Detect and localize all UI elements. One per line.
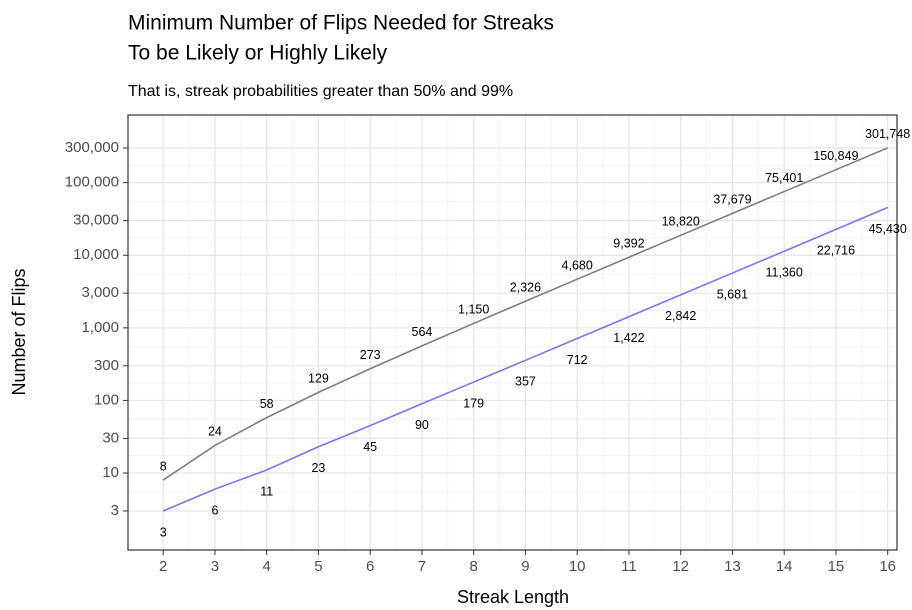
data-label: 9,392 <box>613 237 644 251</box>
plot-background <box>128 115 897 550</box>
data-label: 75,401 <box>765 171 803 185</box>
data-label: 5,681 <box>717 287 748 301</box>
y-axis-label: Number of Flips <box>9 268 29 395</box>
data-label: 1,422 <box>613 331 644 345</box>
data-label: 179 <box>463 396 484 410</box>
data-label: 18,820 <box>662 215 700 229</box>
data-label: 4,680 <box>562 258 593 272</box>
data-label: 2,842 <box>665 309 696 323</box>
y-tick-label: 10 <box>102 464 119 481</box>
x-tick-label: 14 <box>776 558 793 575</box>
data-label: 3 <box>160 525 167 539</box>
chart-title: Minimum Number of Flips Needed for Strea… <box>128 12 554 35</box>
x-tick-label: 6 <box>366 558 374 575</box>
x-tick-label: 10 <box>569 558 586 575</box>
x-tick-label: 11 <box>621 558 637 575</box>
data-label: 37,679 <box>713 193 751 207</box>
line <box>162 147 888 481</box>
x-tick-label: 7 <box>418 558 426 575</box>
data-label: 90 <box>415 418 429 432</box>
x-tick-label: 2 <box>159 558 167 575</box>
data-label: 23 <box>311 461 325 475</box>
data-label: 11,360 <box>766 266 803 280</box>
y-tick-label: 30 <box>102 429 119 446</box>
chart-subtitle: That is, streak probabilities greater th… <box>128 83 513 100</box>
x-tick-label: 12 <box>672 558 689 575</box>
data-label: 11 <box>260 484 273 498</box>
y-tick-label: 100,000 <box>65 174 119 191</box>
data-label: 129 <box>308 372 329 386</box>
data-label: 1,150 <box>458 303 489 317</box>
data-label: 6 <box>211 503 218 517</box>
data-label: 22,716 <box>817 244 855 258</box>
y-tick-label: 3,000 <box>81 284 119 301</box>
data-label: 45 <box>363 440 377 454</box>
y-tick-label: 30,000 <box>73 212 119 229</box>
x-tick-label: 3 <box>211 558 219 575</box>
data-label: 24 <box>208 425 222 439</box>
data-label: 712 <box>567 353 588 367</box>
x-tick-label: 9 <box>521 558 529 575</box>
x-tick-label: 8 <box>470 558 478 575</box>
plot-border <box>127 114 898 551</box>
x-axis-label: Streak Length <box>457 587 569 607</box>
y-tick-label: 300 <box>94 357 119 374</box>
data-label: 45,430 <box>869 222 907 236</box>
x-tick-label: 5 <box>314 558 322 575</box>
y-tick-label: 10,000 <box>73 246 119 263</box>
x-tick-label: 15 <box>828 558 845 575</box>
line <box>162 206 888 512</box>
data-label: 357 <box>515 375 536 389</box>
y-tick-label: 1,000 <box>81 319 119 336</box>
data-label: 301,748 <box>865 127 910 141</box>
y-tick-label: 100 <box>94 391 119 408</box>
data-label: 273 <box>360 348 381 362</box>
x-tick-label: 16 <box>879 558 896 575</box>
data-label: 8 <box>160 459 167 473</box>
y-tick-label: 3 <box>111 502 119 519</box>
data-label: 564 <box>412 325 433 339</box>
data-label: 58 <box>260 397 274 411</box>
data-label: 2,326 <box>510 281 541 295</box>
y-tick-label: 300,000 <box>65 139 119 156</box>
x-tick-label: 13 <box>724 558 741 575</box>
x-tick-label: 4 <box>263 558 271 575</box>
chart-title: To be Likely or Highly Likely <box>128 42 388 65</box>
data-label: 150,849 <box>813 149 858 163</box>
